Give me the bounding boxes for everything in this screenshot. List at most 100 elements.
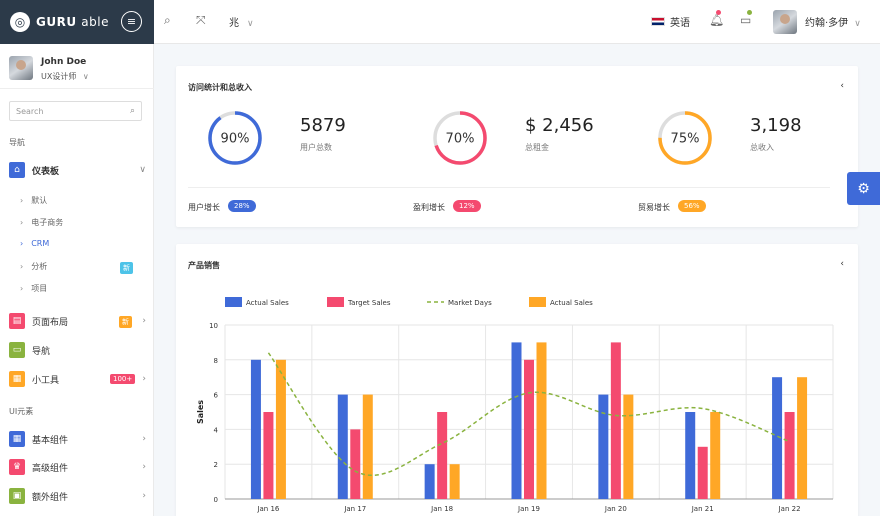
progress-ring-rent: 70% <box>433 111 487 165</box>
top-header: ⌕ ⤧ 兆 ∨ 英语 🔔︎ ▭ 约翰·多伊 ∨ <box>154 0 880 44</box>
legend-label: Target Sales <box>347 299 391 307</box>
sidebar-item-extra[interactable]: ▣ 额外组件 › <box>9 487 146 505</box>
profile-name: John Doe <box>41 57 87 67</box>
grid-icon: ▦ <box>9 431 25 447</box>
growth-pill: 12% <box>453 200 481 212</box>
chart-bar <box>524 359 534 499</box>
sidebar-item-label: 基本组件 <box>32 435 69 446</box>
chevron-right-icon: › <box>142 374 146 384</box>
profile-role[interactable]: UX设计师 ∨ <box>41 72 89 81</box>
chart-bar <box>797 377 808 499</box>
sidebar: John Doe UX设计师 ∨ Search ⌕ 导航 ⌂ 仪表板 ∨ › 默认 … <box>0 44 154 516</box>
legend-swatch <box>529 297 546 307</box>
menu-toggle-button[interactable]: ≡ <box>121 11 142 32</box>
progress-ring-revenue: 75% <box>658 111 712 165</box>
avatar <box>9 56 33 80</box>
chart-bar <box>263 412 274 499</box>
growth-label: 用户增长 <box>188 203 220 212</box>
new-badge: 新 <box>119 316 132 328</box>
stat-label: 总收入 <box>750 143 774 152</box>
x-tick-label: Jan 19 <box>517 505 540 513</box>
bell-icon[interactable]: 🔔︎ <box>709 13 725 27</box>
chart-bar <box>685 412 696 499</box>
x-tick-label: Jan 18 <box>430 505 453 513</box>
chart-bar <box>437 412 448 499</box>
language-selector[interactable]: 英语 <box>670 18 690 29</box>
sales-chart: 0 2 4 6 8 10 Sales Jan 16 Jan 17 Jan 18 Jan 19 Jan … <box>196 297 834 513</box>
new-badge: 新 <box>120 262 133 274</box>
chevron-right-icon: › <box>20 218 24 227</box>
sidebar-item-dashboard[interactable]: ⌂ 仪表板 ∨ <box>9 161 146 179</box>
sidebar-subitem-default[interactable]: › 默认 <box>20 196 48 205</box>
sidebar-item-label: 导航 <box>32 346 51 357</box>
card-title: 访问统计和总收入 <box>188 83 252 92</box>
ring-percent: 75% <box>671 132 700 147</box>
ring-percent: 90% <box>221 132 250 147</box>
chart-bar <box>772 377 783 499</box>
chevron-down-icon: ∨ <box>247 19 254 29</box>
sidebar-item-label: 额外组件 <box>32 492 69 503</box>
sidebar-item-basic[interactable]: ▦ 基本组件 › <box>9 430 146 448</box>
sidebar-subitem-projects[interactable]: › 项目 <box>20 284 48 293</box>
y-tick-label: 8 <box>214 357 218 365</box>
chart-bar <box>511 342 522 499</box>
sidebar-subitem-crm[interactable]: › CRM <box>20 239 50 248</box>
chart-bar <box>710 412 721 499</box>
y-axis-label: Sales <box>196 400 205 424</box>
chevron-left-icon[interactable]: ‹ <box>840 259 844 269</box>
chart-bar <box>362 394 373 499</box>
chart-bar <box>784 412 795 499</box>
logo-icon: ◎ <box>10 12 30 32</box>
y-tick-label: 10 <box>209 322 218 330</box>
chevron-down-icon: ∨ <box>854 19 861 29</box>
header-user-menu[interactable]: 约翰·多伊 ∨ <box>805 18 861 29</box>
x-tick-label: Jan 20 <box>604 505 627 513</box>
home-icon: ⌂ <box>9 162 25 178</box>
ui-caption: UI元素 <box>9 407 34 416</box>
y-tick-label: 4 <box>214 426 219 434</box>
sidebar-item-widgets[interactable]: ▦ 小工具 › <box>9 370 146 388</box>
sidebar-item-label: 页面布局 <box>32 317 69 328</box>
profile-block[interactable]: John Doe UX设计师 ∨ <box>9 56 89 82</box>
sidebar-item-advanced[interactable]: ♛ 高级组件 › <box>9 458 146 476</box>
sidebar-item-page-layout[interactable]: ▤ 页面布局 › <box>9 312 146 330</box>
search-icon[interactable]: ⌕ <box>164 13 171 27</box>
sidebar-subitem-ecommerce[interactable]: › 电子商务 <box>20 218 64 227</box>
x-tick-label: Jan 17 <box>343 505 366 513</box>
chevron-right-icon: › <box>142 434 146 444</box>
chevron-down-icon: ∨ <box>139 165 146 175</box>
stat-value: $ 2,456 <box>525 115 594 136</box>
fullscreen-icon[interactable]: ⤧ <box>196 13 206 27</box>
notification-dot <box>716 10 721 15</box>
sidebar-item-navigation[interactable]: ▭ 导航 <box>9 341 146 359</box>
legend-label: Market Days <box>448 299 492 307</box>
message-dot <box>747 10 752 15</box>
chevron-right-icon: › <box>20 196 24 205</box>
message-icon[interactable]: ▭ <box>740 13 752 27</box>
header-avatar[interactable] <box>773 10 797 34</box>
chart-bar <box>275 359 286 499</box>
growth-label: 贸易增长 <box>638 203 670 212</box>
chevron-left-icon[interactable]: ‹ <box>840 81 844 91</box>
chevron-right-icon: › <box>20 284 24 293</box>
y-tick-label: 0 <box>214 496 218 504</box>
chevron-right-icon: › <box>20 239 24 248</box>
stat-value: 5879 <box>300 115 346 136</box>
x-tick-label: Jan 21 <box>691 505 714 513</box>
legend-label: Actual Sales <box>246 299 289 307</box>
sidebar-item-label: 仪表板 <box>32 166 60 177</box>
chevron-right-icon: › <box>142 491 146 501</box>
chevron-down-icon: ∨ <box>82 72 89 81</box>
mega-menu-dropdown[interactable]: 兆 ∨ <box>229 18 254 29</box>
stat-value: 3,198 <box>750 115 802 136</box>
card-title: 产品销售 <box>188 261 220 270</box>
progress-ring-users: 90% <box>208 111 262 165</box>
chevron-right-icon: › <box>20 262 24 271</box>
legend-swatch <box>225 297 242 307</box>
x-tick-label: Jan 16 <box>256 505 279 513</box>
sidebar-subitem-analysis[interactable]: › 分析 <box>20 262 48 271</box>
crown-icon: ♛ <box>9 459 25 475</box>
ring-percent: 70% <box>446 132 475 147</box>
gear-icon[interactable]: ⚙ <box>847 172 880 205</box>
search-input[interactable]: Search ⌕ <box>9 101 142 121</box>
